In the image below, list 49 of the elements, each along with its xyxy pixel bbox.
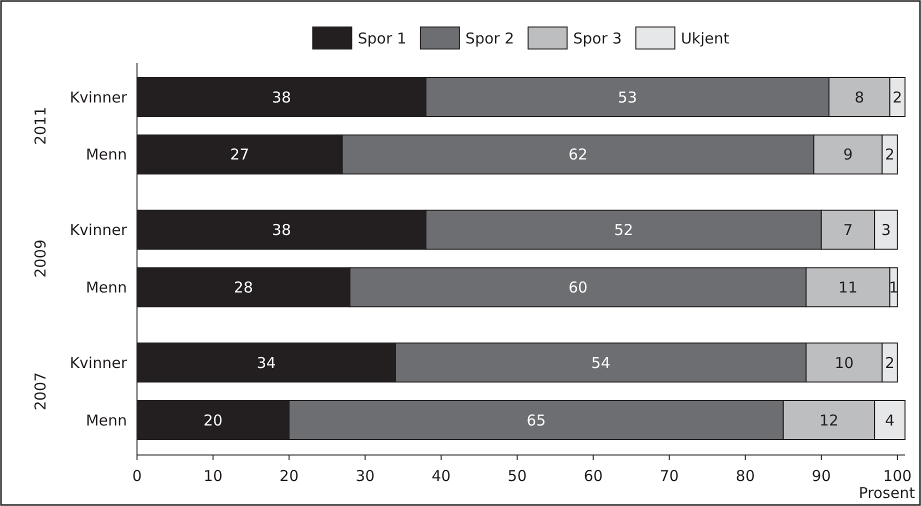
legend-label: Ukjent bbox=[680, 29, 730, 48]
data-label: 7 bbox=[843, 221, 853, 240]
data-label: 53 bbox=[618, 88, 637, 106]
data-label: 62 bbox=[568, 146, 588, 164]
data-label: 4 bbox=[885, 411, 895, 430]
text: 2009 bbox=[31, 239, 50, 278]
legend-label: Spor 2 bbox=[465, 29, 514, 48]
data-label: 54 bbox=[591, 354, 610, 372]
data-label: 9 bbox=[843, 146, 853, 164]
data-label: 2 bbox=[885, 354, 895, 372]
x-tick-label: 20 bbox=[280, 467, 299, 485]
x-tick-label: 40 bbox=[432, 467, 451, 485]
data-label: 38 bbox=[272, 88, 292, 106]
data-label: 3 bbox=[881, 221, 891, 240]
x-tick-label: 70 bbox=[660, 467, 679, 485]
data-label: 10 bbox=[834, 354, 854, 372]
data-label: 2 bbox=[885, 146, 895, 164]
data-label: 60 bbox=[568, 278, 588, 296]
data-label: 27 bbox=[230, 146, 250, 164]
x-tick-label: 60 bbox=[584, 467, 603, 485]
y-tick-label: Menn bbox=[86, 278, 127, 296]
data-label: 2 bbox=[892, 88, 902, 106]
data-label: 28 bbox=[234, 278, 253, 296]
data-label: 11 bbox=[838, 278, 858, 296]
legend-label: Spor 1 bbox=[358, 29, 406, 48]
data-label: 52 bbox=[614, 221, 634, 240]
y-tick-label: Kvinner bbox=[70, 88, 128, 106]
x-axis-title: Prosent bbox=[858, 484, 916, 502]
data-label: 38 bbox=[272, 221, 292, 240]
x-tick-label: 80 bbox=[736, 467, 755, 485]
data-label: 8 bbox=[854, 88, 864, 106]
text: 2011 bbox=[31, 106, 50, 145]
data-label: 34 bbox=[256, 354, 276, 372]
x-tick-label: 0 bbox=[132, 467, 142, 485]
data-label: 65 bbox=[526, 411, 546, 430]
data-label: 12 bbox=[819, 411, 839, 430]
text: 2007 bbox=[31, 372, 50, 410]
x-tick-label: 100 bbox=[883, 467, 912, 485]
data-label: 20 bbox=[203, 411, 223, 430]
y-tick-label: Menn bbox=[86, 146, 127, 164]
y-tick-label: Menn bbox=[86, 411, 127, 430]
y-tick-label: Kvinner bbox=[70, 221, 128, 240]
y-tick-label: Kvinner bbox=[70, 354, 128, 372]
x-tick-label: 90 bbox=[812, 467, 831, 485]
x-tick-label: 50 bbox=[508, 467, 527, 485]
data-label: 1 bbox=[888, 278, 898, 296]
legend-label: Spor 3 bbox=[573, 29, 622, 48]
x-tick-label: 10 bbox=[203, 467, 223, 485]
x-tick-label: 30 bbox=[356, 467, 375, 485]
